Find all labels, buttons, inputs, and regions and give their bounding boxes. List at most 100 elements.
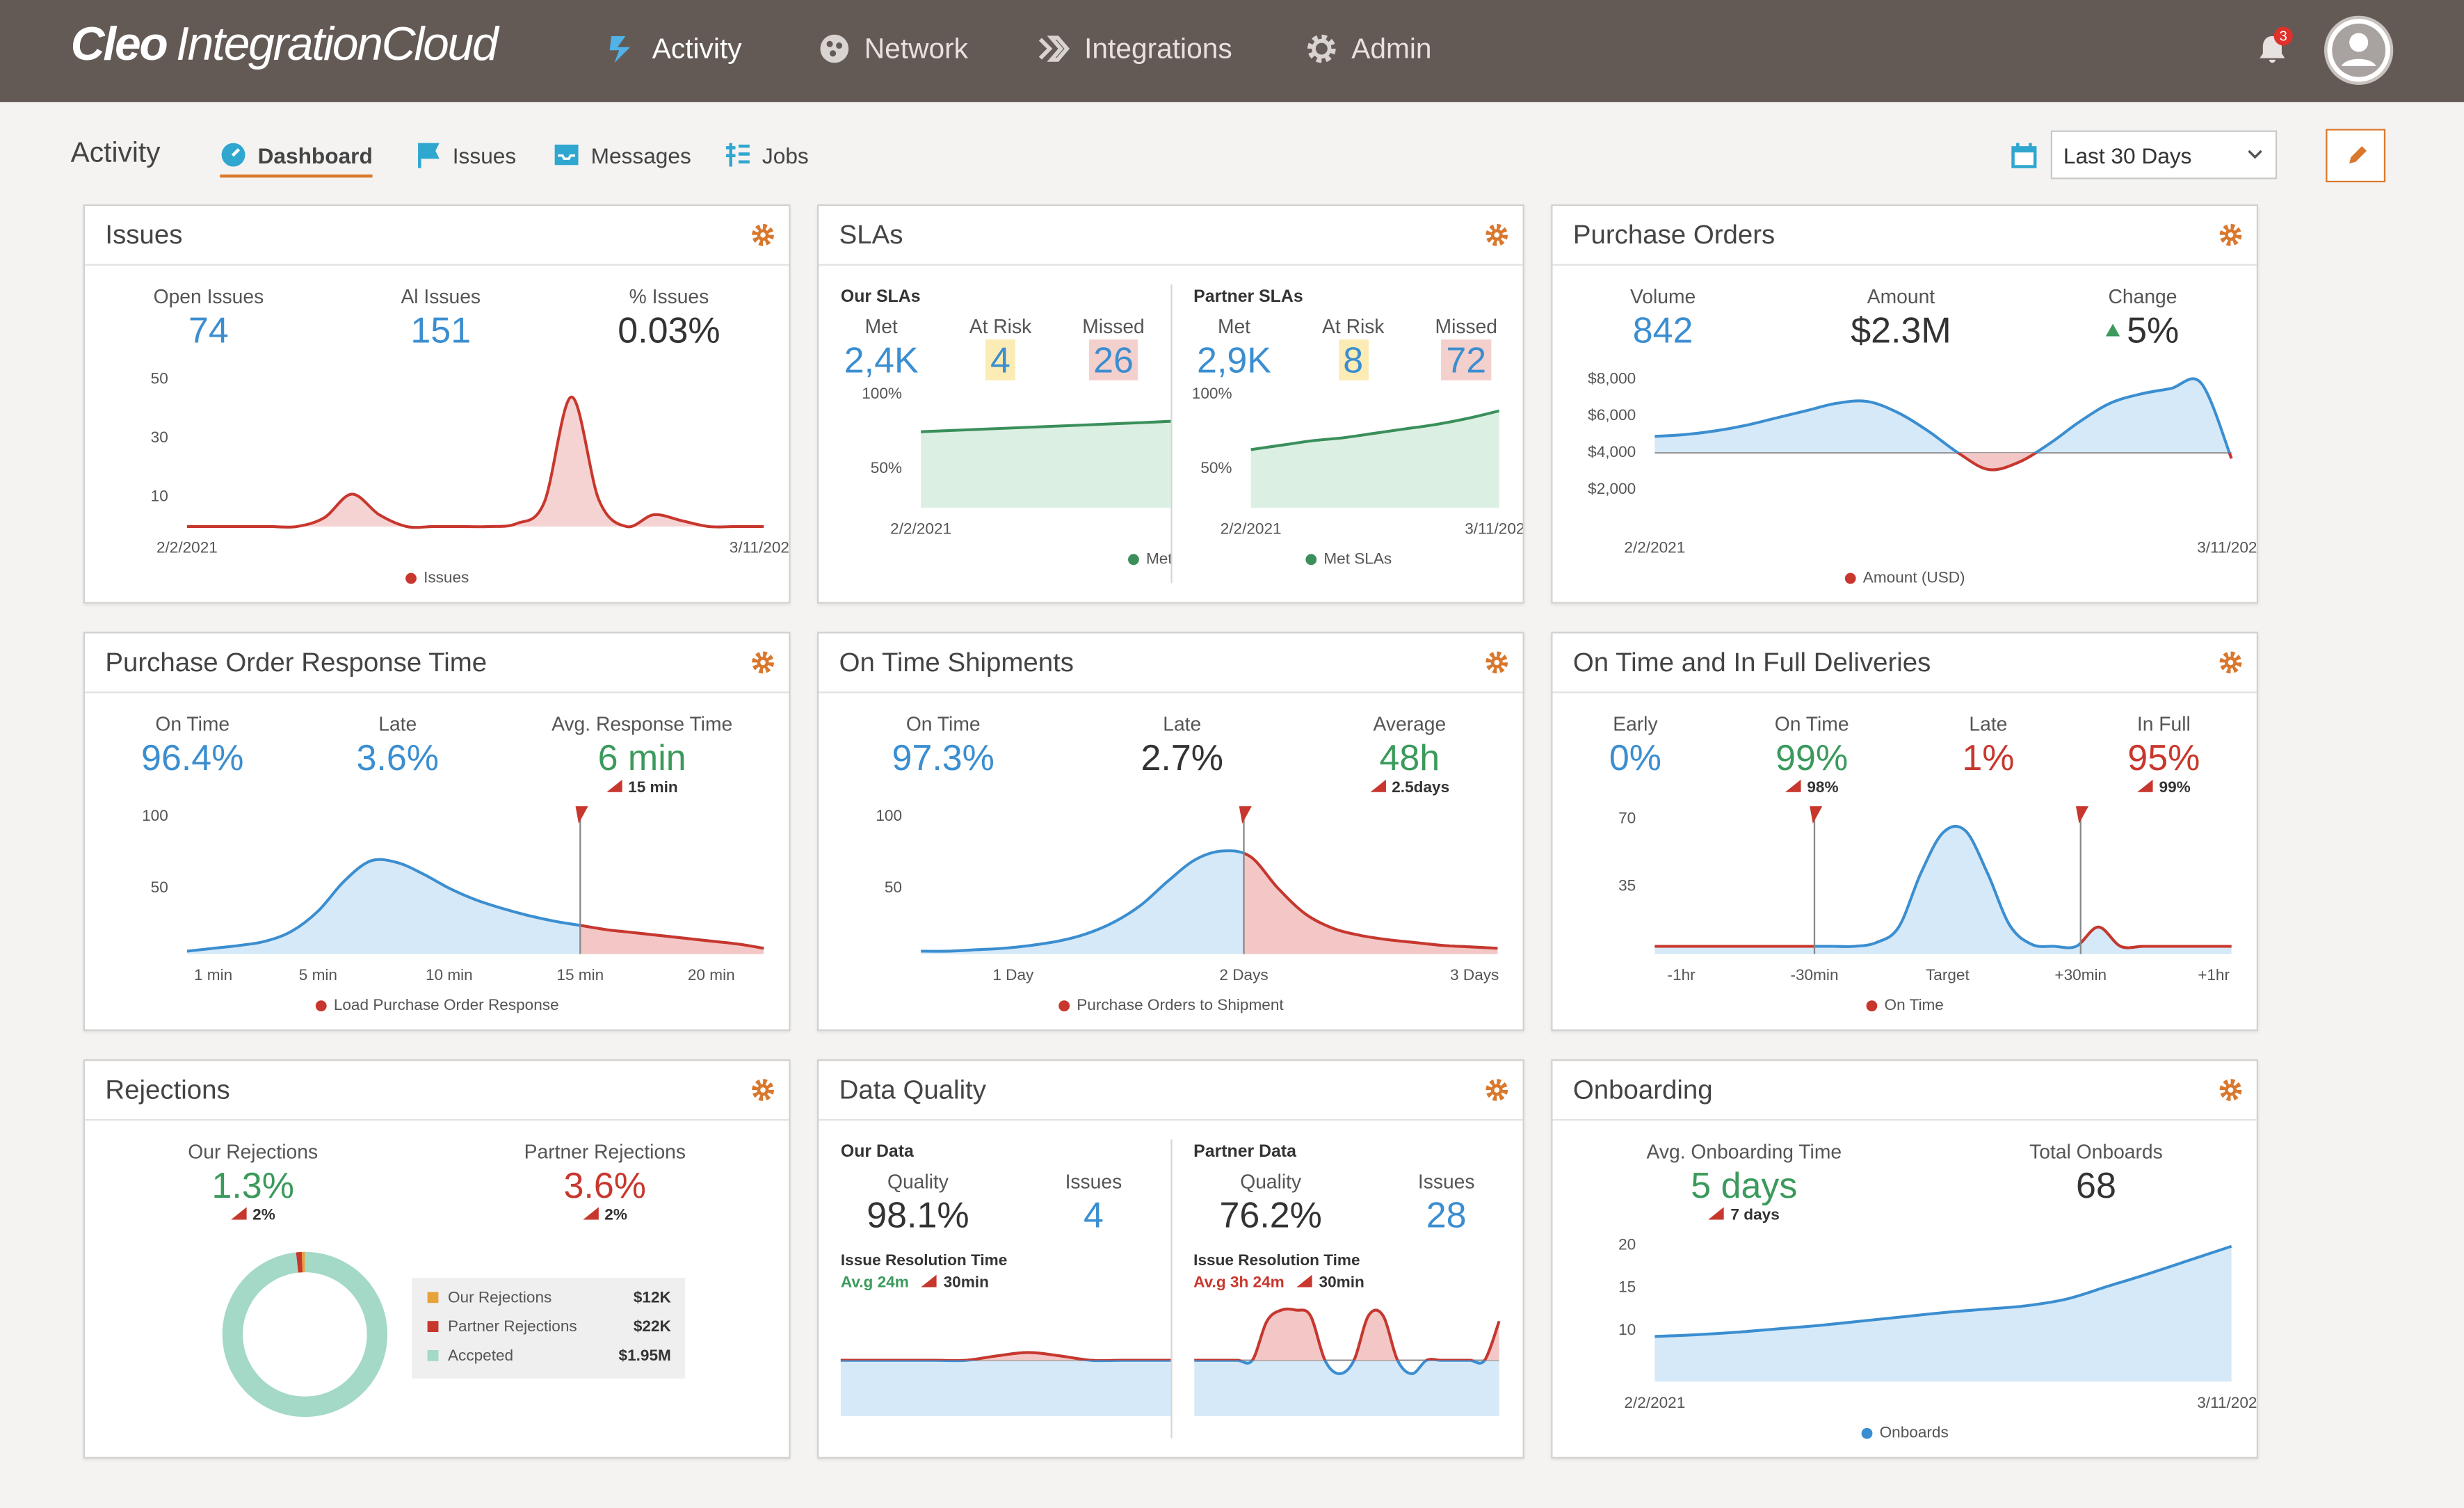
resolution-delta: 30min	[1319, 1274, 1364, 1292]
stat-delta: 2%	[188, 1207, 318, 1224]
stat-label: On Time	[1774, 713, 1849, 736]
stat: Volume 842	[1630, 286, 1696, 352]
stats: Quality 76.2% Issues 28	[1172, 1171, 1523, 1237]
alt-region	[1193, 1307, 1500, 1361]
stat: Partner Rejections 3.6% 2%	[524, 1141, 686, 1224]
stat-value: 0%	[1609, 737, 1661, 778]
gear-ring	[1485, 223, 1508, 246]
stat-label: On Time	[905, 713, 981, 736]
stat: At Risk 4	[969, 316, 1031, 382]
panel-title: SLAs	[839, 220, 903, 250]
y-tick-label: 50%	[871, 459, 902, 476]
stat-delta: 15 min	[551, 779, 732, 797]
delta-icon	[1296, 1274, 1313, 1288]
legend-swatch	[427, 1349, 439, 1361]
edit-button[interactable]	[2326, 129, 2386, 183]
marker-flag	[1810, 806, 1823, 824]
y-tick-label: 30	[151, 428, 168, 446]
delta-shape	[230, 1207, 247, 1220]
panel-body: Our Rejections 1.3% 2% Partner Rejections 3.…	[85, 1121, 789, 1457]
stat-delta: 98%	[1775, 779, 1849, 797]
stat-label: Quality	[1240, 1171, 1302, 1194]
settings-icon[interactable]	[2219, 1078, 2243, 1102]
tab[interactable]: Issues	[415, 141, 516, 174]
x-tick-label: 2/2/2021	[156, 539, 218, 556]
alt-region	[580, 924, 764, 954]
logo[interactable]: Cleo IntegrationCloud	[71, 19, 499, 72]
x-tick-label: 2/2/2021	[1624, 539, 1685, 556]
y-tick-label: 100%	[862, 385, 902, 402]
x-tick-label: 3/11/2021	[2197, 1394, 2257, 1411]
chart: Our Rejections $12K Partner Rejections $22K…	[222, 1251, 686, 1417]
chart: 10 30 50 2/2/2021 3/11/2021 Issues	[151, 369, 789, 586]
nav-label: Integrations	[1084, 32, 1232, 64]
date-range-select[interactable]: Last 30 Days	[2050, 130, 2278, 179]
jobs-icon	[725, 143, 750, 167]
series-line	[1654, 1244, 2232, 1338]
series-line	[186, 395, 764, 529]
stat-label: At Risk	[1322, 316, 1385, 338]
stat: Early 0%	[1609, 714, 1661, 797]
resolution-title: Issue Resolution Time	[840, 1252, 1008, 1270]
settings-icon[interactable]	[1485, 223, 1508, 247]
y-tick-label: 100	[876, 807, 902, 824]
settings-icon[interactable]	[1485, 650, 1508, 674]
legend-dot	[315, 1000, 327, 1012]
gear-ring	[752, 1079, 774, 1101]
stat-value: 48h	[1379, 737, 1440, 778]
gear-ring	[2219, 651, 2242, 674]
logo-text: IntegrationCloud	[176, 19, 499, 71]
marker-flag	[2075, 806, 2089, 824]
panel-section: Partner Data Quality 76.2% Issues 28 Issue Re…	[1172, 1139, 1523, 1438]
settings-icon[interactable]	[751, 1078, 775, 1102]
stat-value-line: 3.6%	[524, 1163, 686, 1207]
section-heading: Partner Data	[1193, 1142, 1296, 1162]
x-tick-label: 1 min	[194, 966, 232, 984]
stat: Issues 4	[1065, 1171, 1122, 1237]
stats: On Time 96.4% Late 3.6% Avg. Response Time 6 …	[85, 714, 789, 797]
stat-label: Volume	[1629, 286, 1696, 308]
stat: Met 2,9K	[1197, 316, 1271, 382]
x-tick-label: 2/2/2021	[1624, 1394, 1685, 1411]
panel-title: Issues	[105, 220, 183, 250]
stat-value-line: 99%	[1775, 735, 1849, 779]
widget-panel: Purchase Order Response Time On Time 96.4%…	[83, 632, 791, 1032]
stat-value-line: 151	[401, 308, 481, 352]
user-avatar[interactable]	[2324, 15, 2394, 86]
area-fill	[1654, 378, 2232, 470]
marker-flag	[1239, 806, 1252, 824]
delta-icon	[1369, 779, 1386, 792]
nav-item[interactable]: Admin	[1304, 31, 1432, 66]
tab[interactable]: Jobs	[725, 141, 809, 174]
nav-label: Activity	[652, 32, 742, 64]
chart: 50 100 1 Day 2 Days 3 Days Purchase Orders to…	[876, 806, 1499, 1013]
nav-item[interactable]: Network	[817, 31, 968, 66]
settings-icon[interactable]	[1485, 1078, 1508, 1102]
panel-body: Early 0% On Time 99% 98% Late 1% In Full 95% 99% 3…	[1552, 693, 2256, 1029]
panel-section: On Time 97.3% Late 2.7% Average 48h 2.5days 50 1…	[819, 693, 1522, 1029]
nav-item[interactable]: Activity	[605, 31, 742, 66]
nav-item[interactable]: Integrations	[1037, 31, 1232, 66]
section-heading: Our SLAs	[840, 287, 921, 307]
settings-icon[interactable]	[2219, 223, 2243, 247]
gear-ring	[2219, 223, 2242, 246]
settings-icon[interactable]	[751, 650, 775, 674]
settings-icon[interactable]	[751, 223, 775, 247]
x-tick-label: 10 min	[426, 966, 473, 984]
x-tick-label: +30min	[2054, 966, 2107, 984]
y-tick-label: 50	[151, 879, 168, 896]
panel-header: Onboarding	[1552, 1061, 2257, 1121]
tab[interactable]: Messages	[553, 141, 691, 174]
gear-ring	[1485, 651, 1508, 674]
y-tick-label: 70	[1618, 810, 1636, 827]
stat-value-line: 842	[1630, 308, 1696, 352]
widget-panel: Purchase Orders Volume 842 Amount $2.3M Chang…	[1551, 204, 2259, 604]
stats: Avg. Onboarding Time 5 days 7 days Total On…	[1552, 1141, 2256, 1224]
area-fill	[840, 1352, 1170, 1416]
panel-section: Our Data Quality 98.1% Issues 4 Issue Resolut…	[819, 1139, 1172, 1438]
settings-icon[interactable]	[2219, 650, 2243, 674]
stat: Change 5%	[2106, 286, 2179, 352]
stat-value-line: 6 min	[551, 735, 732, 779]
tab[interactable]: Dashboard	[220, 141, 373, 178]
legend: Met SLAs	[1305, 550, 1391, 567]
